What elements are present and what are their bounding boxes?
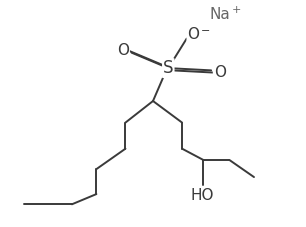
Text: S: S	[163, 59, 174, 77]
Text: O: O	[214, 65, 226, 80]
Text: O: O	[187, 27, 200, 42]
Text: HO: HO	[190, 188, 214, 203]
Text: Na: Na	[210, 7, 231, 22]
Text: +: +	[232, 5, 241, 15]
Text: O: O	[117, 43, 129, 58]
Text: −: −	[201, 26, 210, 36]
